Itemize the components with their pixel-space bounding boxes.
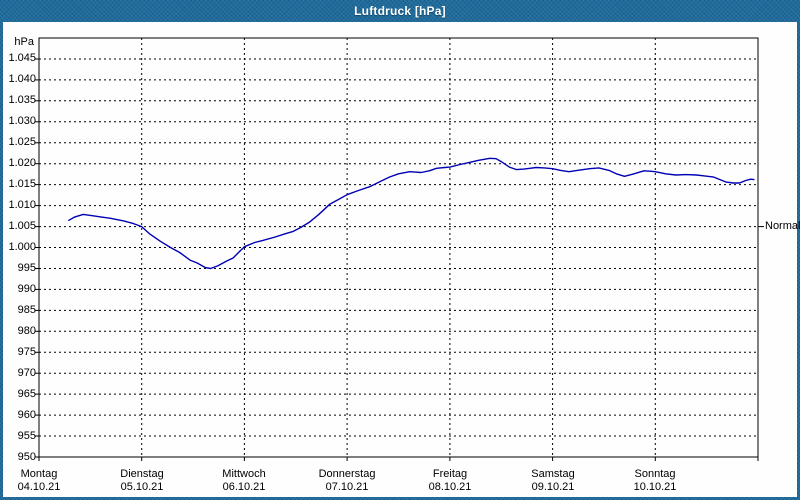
y-axis-tick-label: 960 bbox=[17, 409, 36, 421]
window-title: Luftdruck [hPa] bbox=[354, 4, 446, 18]
y-axis-unit-label: hPa bbox=[14, 36, 34, 48]
x-axis-day-label: Donnerstag bbox=[318, 468, 376, 480]
titlebar: Luftdruck [hPa] bbox=[0, 0, 800, 22]
y-axis-tick-label: 1.025 bbox=[8, 136, 36, 148]
y-axis-tick-label: 1.005 bbox=[8, 220, 36, 232]
y-axis-tick-label: 1.035 bbox=[8, 94, 36, 106]
y-axis-tick-label: 955 bbox=[17, 430, 36, 442]
x-axis-date-label: 06.10.21 bbox=[222, 481, 266, 493]
y-axis-tick-label: 965 bbox=[17, 388, 36, 400]
y-axis-tick-label: 1.020 bbox=[8, 157, 36, 169]
x-axis-day-label: Sonntag bbox=[634, 468, 676, 480]
x-axis-date-label: 05.10.21 bbox=[120, 481, 164, 493]
x-axis-day-label: Samstag bbox=[531, 468, 575, 480]
y-axis-tick-label: 985 bbox=[17, 304, 36, 316]
y-axis-tick-label: 1.010 bbox=[8, 199, 36, 211]
normal-annotation-label: Normal bbox=[765, 220, 800, 232]
x-axis-date-label: 09.10.21 bbox=[531, 481, 575, 493]
y-axis-tick-label: 1.045 bbox=[8, 52, 36, 64]
y-axis-tick-label: 975 bbox=[17, 346, 36, 358]
y-axis-tick-label: 1.015 bbox=[8, 178, 36, 190]
y-axis-tick-label: 995 bbox=[17, 262, 36, 274]
y-axis-tick-label: 1.030 bbox=[8, 115, 36, 127]
x-axis-day-label: Dienstag bbox=[120, 468, 164, 480]
y-axis-tick-label: 1.000 bbox=[8, 241, 36, 253]
x-axis-date-label: 07.10.21 bbox=[325, 481, 369, 493]
y-axis-tick-label: 950 bbox=[17, 451, 36, 463]
y-axis-tick-label: 990 bbox=[17, 283, 36, 295]
x-axis-date-label: 04.10.21 bbox=[17, 481, 61, 493]
x-axis-day-label: Montag bbox=[20, 468, 58, 480]
x-axis-day-label: Mittwoch bbox=[222, 468, 266, 480]
x-axis-date-label: 08.10.21 bbox=[428, 481, 472, 493]
x-axis-day-label: Freitag bbox=[432, 468, 468, 480]
y-axis-tick-label: 1.040 bbox=[8, 73, 36, 85]
x-axis-date-label: 10.10.21 bbox=[633, 481, 677, 493]
y-axis-tick-label: 970 bbox=[17, 367, 36, 379]
y-axis-tick-label: 980 bbox=[17, 325, 36, 337]
